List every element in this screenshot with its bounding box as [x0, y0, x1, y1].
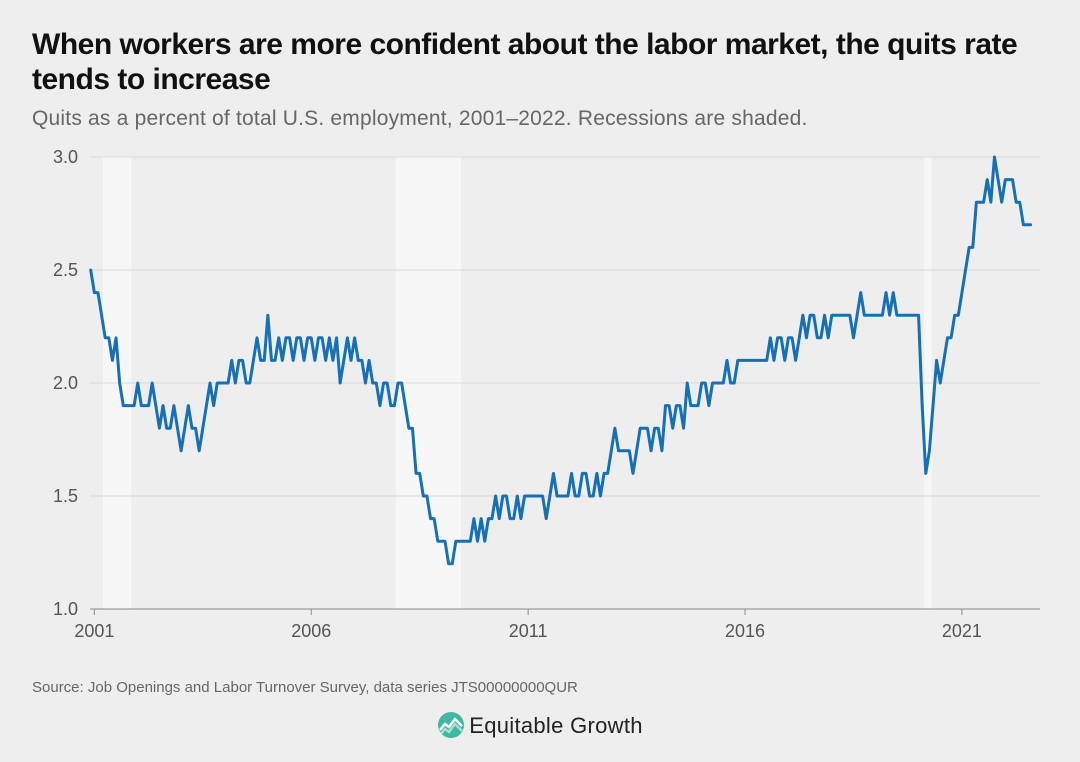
chart-title: When workers are more confident about th… [32, 28, 1048, 97]
svg-text:2016: 2016 [725, 621, 765, 641]
chart-svg: 1.0 1.5 2.0 2.5 3.0 2001 2006 2011 2016 2021 [32, 149, 1048, 659]
svg-text:2021: 2021 [942, 621, 982, 641]
svg-text:2.0: 2.0 [53, 373, 78, 393]
svg-text:3.0: 3.0 [53, 149, 78, 167]
svg-text:1.0: 1.0 [53, 599, 78, 619]
brand-logo: Equitable Growth [32, 711, 1048, 739]
svg-text:2.5: 2.5 [53, 260, 78, 280]
equitable-growth-icon [437, 711, 465, 739]
brand-name: Equitable Growth [469, 713, 643, 738]
svg-text:1.5: 1.5 [53, 486, 78, 506]
source-citation: Source: Job Openings and Labor Turnover … [32, 679, 1048, 696]
svg-text:2001: 2001 [74, 621, 114, 641]
svg-text:2011: 2011 [509, 621, 548, 641]
line-chart: 1.0 1.5 2.0 2.5 3.0 2001 2006 2011 2016 2021 [32, 149, 1048, 659]
chart-subtitle: Quits as a percent of total U.S. employm… [32, 107, 1048, 131]
svg-text:2006: 2006 [291, 621, 331, 641]
